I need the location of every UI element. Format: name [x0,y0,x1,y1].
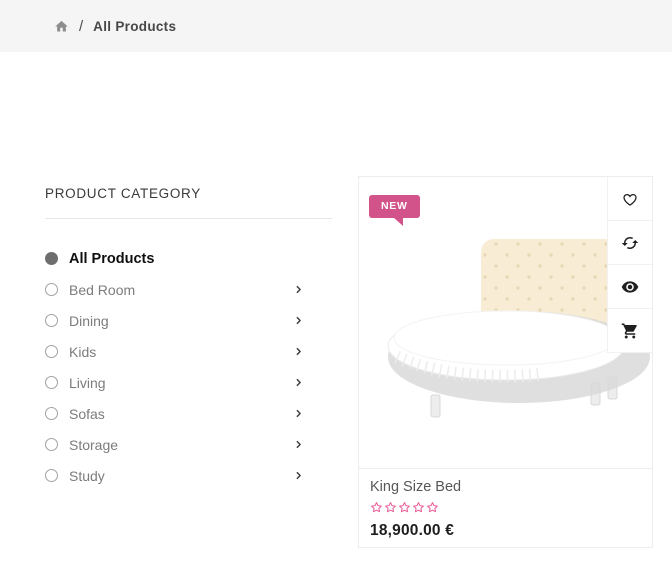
sidebar-divider [45,218,332,219]
category-item[interactable]: All Products [45,243,332,274]
category-item[interactable]: Sofas [45,398,332,429]
eye-icon [621,278,639,296]
category-label: Sofas [69,405,105,422]
breadcrumb-separator: / [79,17,84,35]
category-list: All Products Bed Room Dining Kids Living [45,243,332,491]
category-label: All Products [69,250,155,267]
product-category-sidebar: PRODUCT CATEGORY All Products Bed Room D… [45,186,332,491]
star-icon [398,501,411,514]
new-badge: NEW [369,195,420,226]
star-icon [370,501,383,514]
radio-icon[interactable] [45,469,58,482]
radio-icon[interactable] [45,314,58,327]
category-item[interactable]: Kids [45,336,332,367]
category-item[interactable]: Dining [45,305,332,336]
radio-icon[interactable] [45,407,58,420]
radio-icon[interactable] [45,283,58,296]
chevron-right-icon[interactable] [293,377,304,388]
category-label: Bed Room [69,281,136,298]
sidebar-title: PRODUCT CATEGORY [45,186,201,201]
chevron-right-icon[interactable] [293,408,304,419]
cart-icon [621,322,639,340]
category-label: Kids [69,343,97,360]
category-label: Storage [69,436,119,453]
home-icon[interactable] [54,19,69,34]
category-item[interactable]: Living [45,367,332,398]
breadcrumb-current: All Products [93,18,177,34]
chevron-right-icon[interactable] [293,284,304,295]
product-image[interactable] [359,217,652,467]
card-info: King Size Bed 18,900.00 € [359,468,652,547]
quick-view-button[interactable] [607,265,652,309]
sync-icon [621,234,639,252]
star-icon [412,501,425,514]
product-title[interactable]: King Size Bed [370,479,462,495]
add-to-cart-button[interactable] [607,309,652,353]
radio-icon[interactable] [45,252,58,265]
category-item[interactable]: Study [45,460,332,491]
category-item[interactable]: Storage [45,429,332,460]
chevron-right-icon[interactable] [293,315,304,326]
category-label: Living [69,374,106,391]
heart-icon [621,190,639,208]
category-label: Study [69,467,105,484]
chevron-right-icon[interactable] [293,346,304,357]
category-label: Dining [69,312,109,329]
chevron-right-icon[interactable] [293,470,304,481]
star-icon [384,501,397,514]
product-price: 18,900.00 € [370,522,455,539]
wishlist-button[interactable] [607,177,652,221]
product-card: NEW King Size Bed 18,900.00 € [358,176,653,548]
radio-icon[interactable] [45,345,58,358]
breadcrumb: / All Products [0,0,672,52]
rating-stars [370,501,641,514]
card-actions [607,177,652,353]
star-icon [426,501,439,514]
chevron-right-icon[interactable] [293,439,304,450]
compare-button[interactable] [607,221,652,265]
category-item[interactable]: Bed Room [45,274,332,305]
radio-icon[interactable] [45,376,58,389]
radio-icon[interactable] [45,438,58,451]
